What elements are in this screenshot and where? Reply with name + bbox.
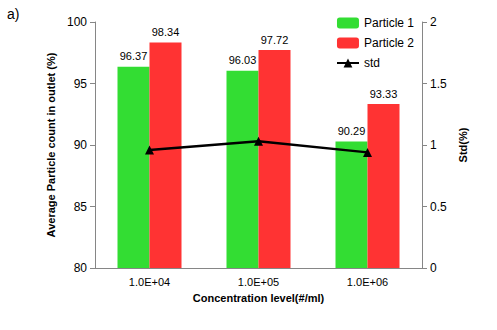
- svg-text:97.72: 97.72: [261, 34, 289, 46]
- svg-text:93.33: 93.33: [370, 88, 398, 100]
- svg-text:98.34: 98.34: [152, 26, 180, 38]
- svg-text:Particle 2: Particle 2: [364, 36, 414, 50]
- svg-text:90: 90: [74, 138, 88, 152]
- svg-text:Average Particle count in outl: Average Particle count in outlet (%): [45, 52, 57, 237]
- svg-text:1.5: 1.5: [430, 77, 447, 91]
- svg-text:96.03: 96.03: [229, 54, 257, 66]
- svg-text:90.29: 90.29: [338, 125, 366, 137]
- svg-text:1: 1: [430, 138, 437, 152]
- svg-text:0: 0: [430, 261, 437, 275]
- svg-text:85: 85: [74, 200, 88, 214]
- svg-text:2: 2: [430, 15, 437, 29]
- svg-text:96.37: 96.37: [120, 50, 148, 62]
- svg-text:0.5: 0.5: [430, 200, 447, 214]
- svg-text:Particle 1: Particle 1: [364, 16, 414, 30]
- svg-text:std: std: [364, 56, 380, 70]
- svg-text:a): a): [7, 6, 19, 22]
- svg-text:100: 100: [67, 15, 87, 29]
- svg-text:95: 95: [74, 77, 88, 91]
- svg-text:80: 80: [74, 261, 88, 275]
- svg-text:1.0E+04: 1.0E+04: [129, 276, 170, 288]
- svg-text:1.0E+05: 1.0E+05: [238, 276, 279, 288]
- svg-text:Std(%): Std(%): [457, 127, 469, 162]
- svg-text:Concentration level(#/ml): Concentration level(#/ml): [193, 292, 325, 304]
- svg-text:1.0E+06: 1.0E+06: [347, 276, 388, 288]
